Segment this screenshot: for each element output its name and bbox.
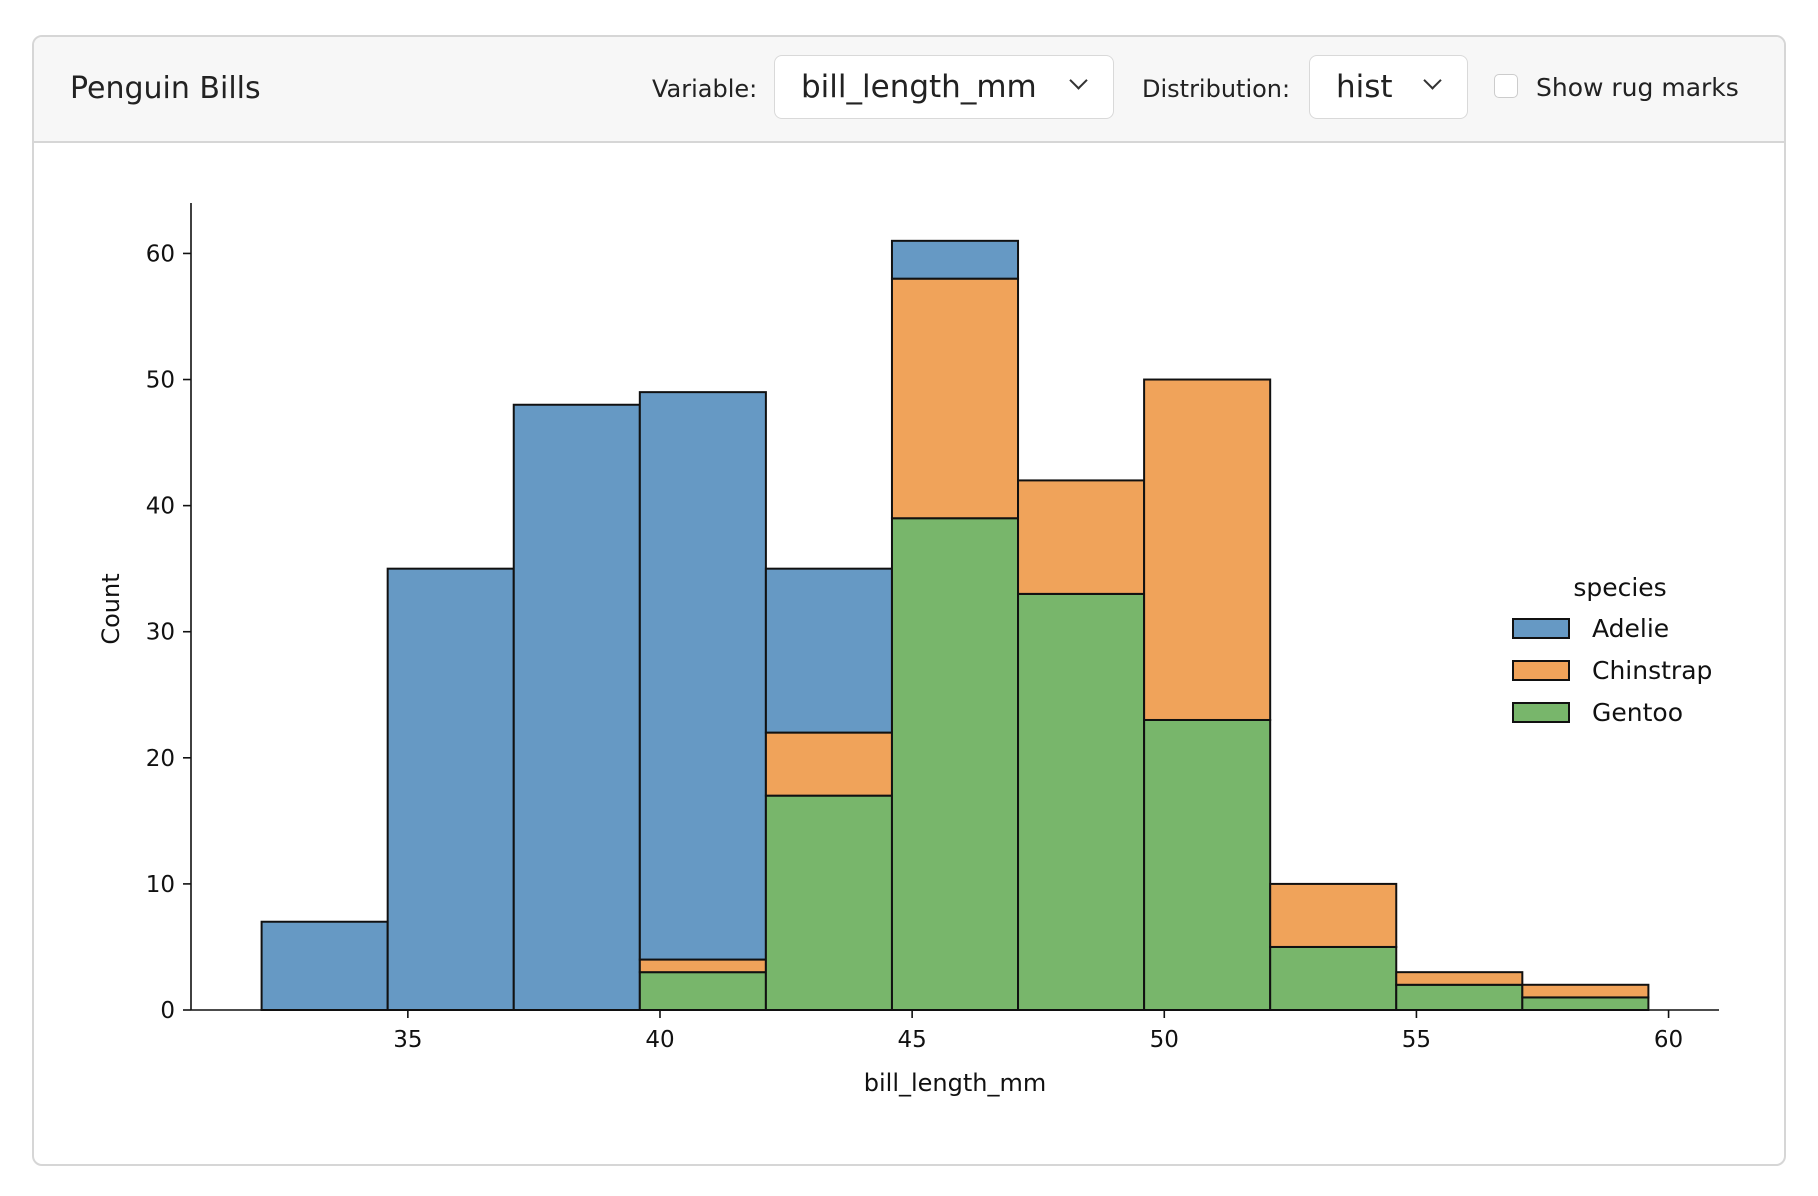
bar-chinstrap [1395,971,1524,986]
legend-title: species [1573,573,1666,602]
x-tick-label: 45 [897,1027,926,1053]
x-tick-label: 60 [1654,1027,1683,1053]
y-tick-label: 30 [146,620,175,646]
bar-adelie [764,567,893,734]
rug-marks-checkbox[interactable] [1494,74,1518,98]
bar-chinstrap [1143,378,1272,721]
bar-gentoo [1017,592,1146,1011]
distribution-select-value: hist [1336,69,1393,105]
bar-chinstrap [1269,882,1398,948]
card-title: Penguin Bills [70,71,261,106]
legend-label-chinstrap: Chinstrap [1592,656,1712,685]
variable-select-value: bill_length_mm [801,69,1037,105]
y-tick-label: 60 [146,241,175,267]
bar-gentoo [1269,945,1398,1011]
bar-adelie [638,391,767,961]
bar-adelie [512,403,641,1011]
bar-chinstrap [1521,983,1650,999]
bar-chinstrap [764,731,893,797]
x-axis-label: bill_length_mm [864,1069,1047,1097]
y-tick-label: 50 [146,368,175,394]
bar-chinstrap [890,277,1020,520]
legend-label-adelie: Adelie [1592,614,1669,643]
x-tick-label: 35 [393,1027,422,1053]
bar-gentoo [638,971,767,1011]
bar-gentoo [1395,983,1524,1011]
rug-marks-label[interactable]: Show rug marks [1536,73,1739,102]
bar-gentoo [764,794,893,1011]
card-header: Penguin Bills Variable: bill_length_mm D… [34,37,1784,143]
legend-swatch-adelie [1512,618,1570,639]
bar-gentoo [1143,718,1272,1011]
bar-adelie [260,920,389,1011]
y-tick-label: 0 [160,998,175,1024]
x-tick-label: 40 [645,1027,674,1053]
bar-adelie [386,567,515,1011]
variable-label: Variable: [652,75,758,103]
y-tick-label: 10 [146,872,175,898]
distribution-label: Distribution: [1142,75,1291,103]
variable-select[interactable]: bill_length_mm [774,55,1114,119]
bar-chinstrap [638,958,767,974]
bar-gentoo [890,517,1020,1011]
legend-swatch-gentoo [1512,702,1570,723]
x-tick-label: 50 [1150,1027,1179,1053]
bar-gentoo [1521,996,1650,1011]
y-tick-label: 40 [146,494,175,520]
bar-chinstrap [1017,479,1146,595]
bar-adelie [890,239,1020,280]
legend-swatch-chinstrap [1512,660,1570,681]
distribution-select[interactable]: hist [1309,55,1468,119]
y-tick-label: 20 [146,746,175,772]
x-tick-label: 55 [1402,1027,1431,1053]
legend: species Adelie Chinstrap Gentoo [1512,573,1712,727]
legend-label-gentoo: Gentoo [1592,698,1683,727]
y-axis-label: Count [97,573,125,644]
